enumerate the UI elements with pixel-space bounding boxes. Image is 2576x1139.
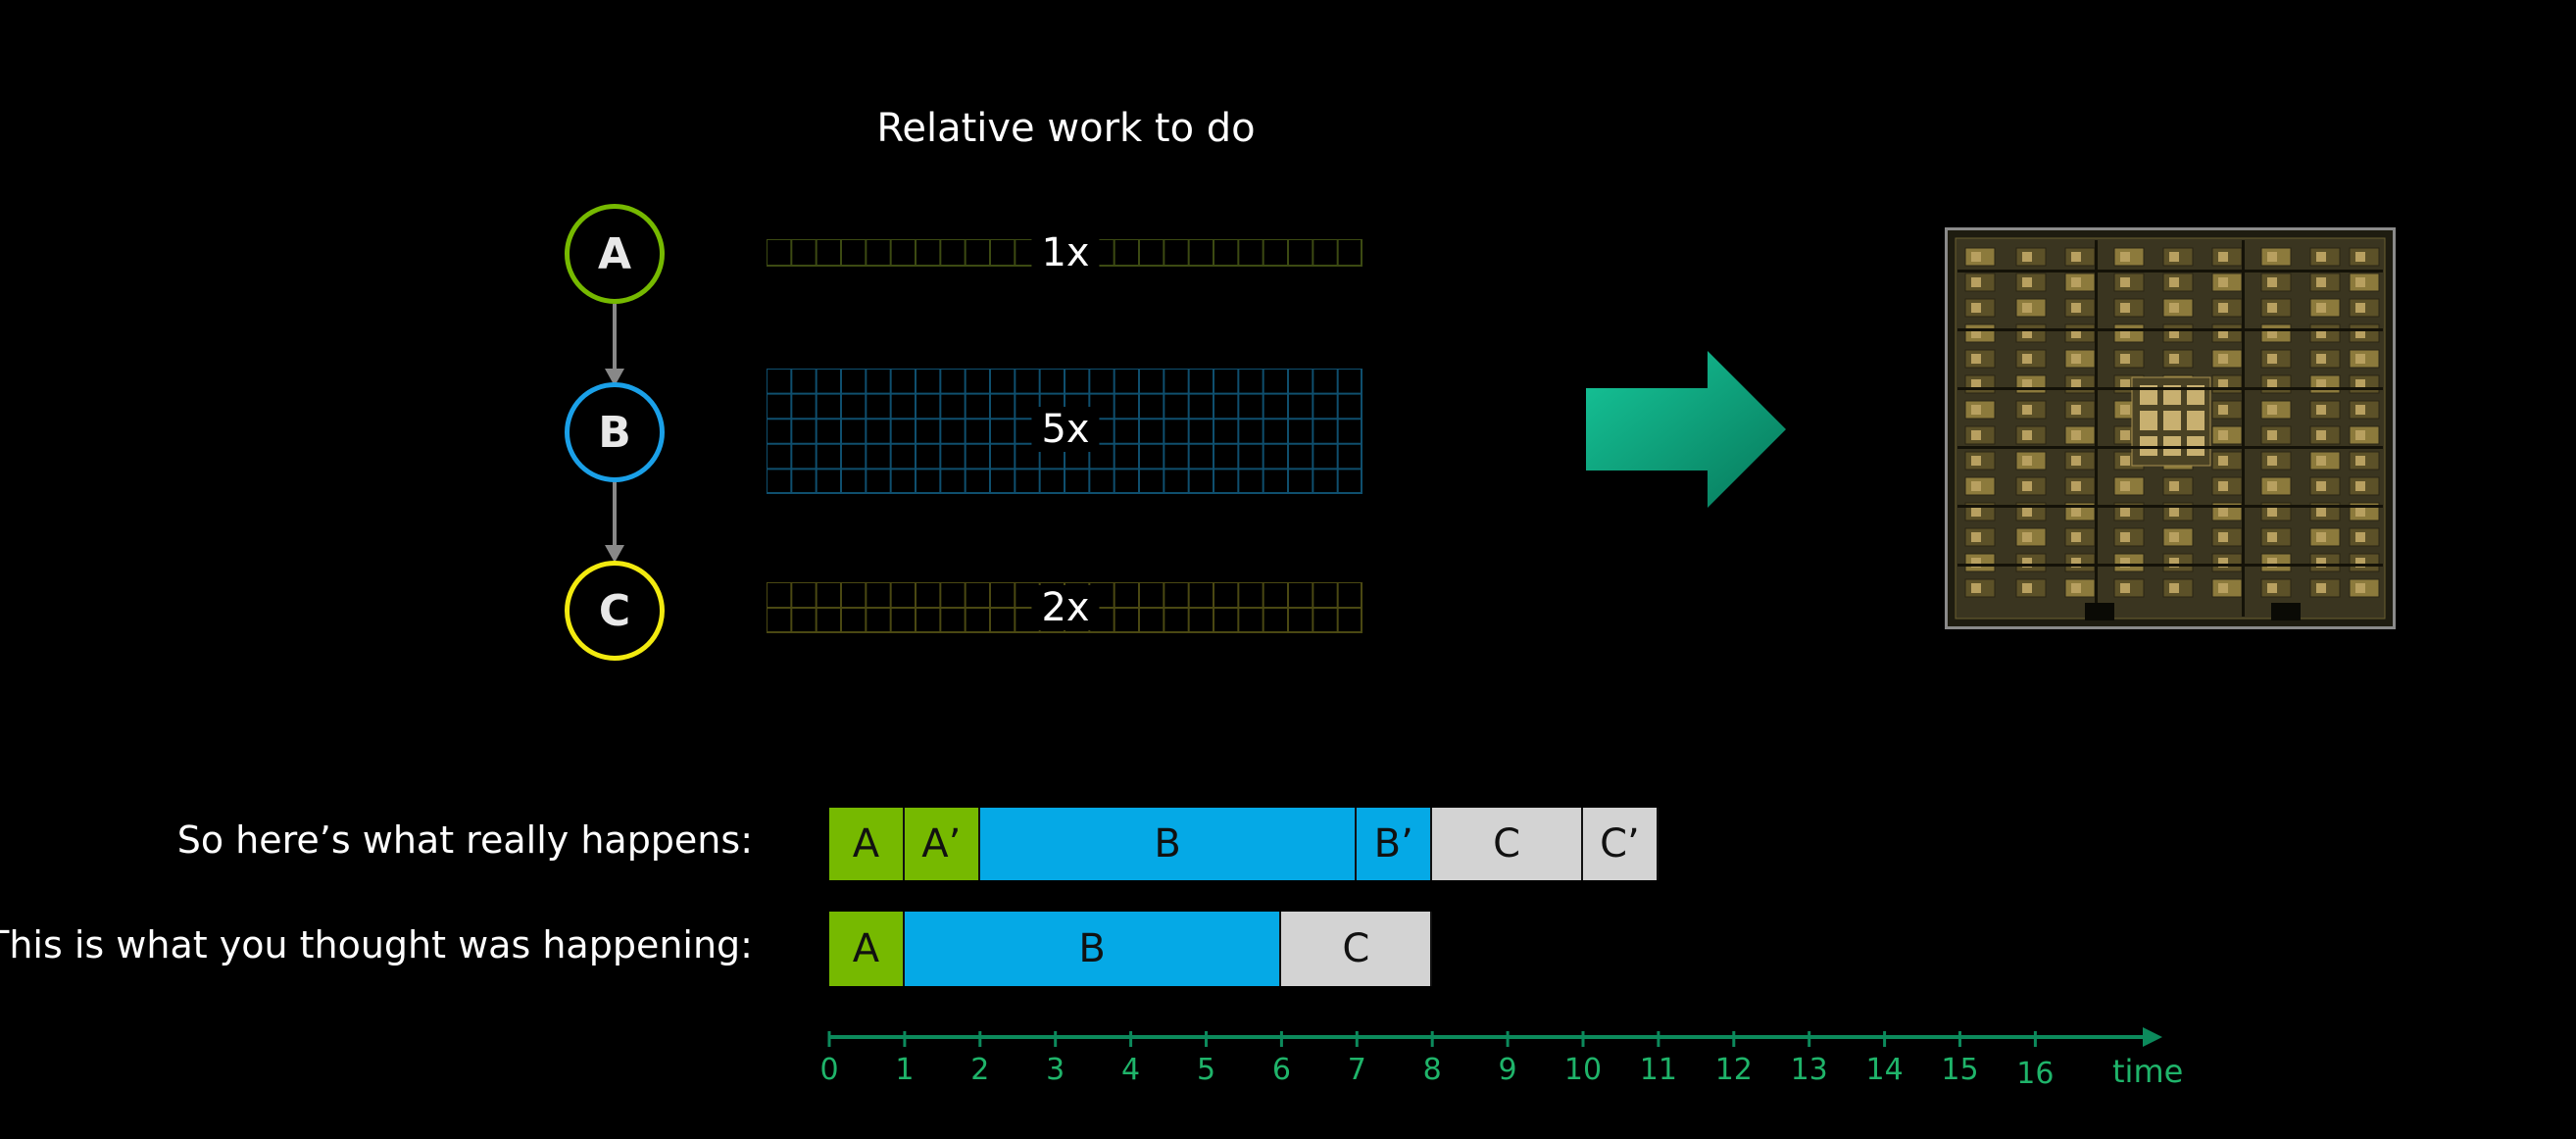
time-tick-label: 10 [1563, 1053, 1603, 1087]
time-tick-label: 12 [1714, 1053, 1753, 1087]
timeline-segment-expected-2: C [1281, 912, 1433, 986]
time-tick-label: 15 [1941, 1053, 1979, 1087]
work-bar-c-label: 2x [1031, 585, 1100, 630]
time-tick-label: 3 [1046, 1053, 1065, 1087]
time-axis-arrowhead [2143, 1027, 2162, 1047]
node-b-label: B [598, 407, 631, 458]
timeline-segment-actual-0: A [829, 808, 905, 880]
time-tick-label: 1 [895, 1053, 915, 1087]
time-tick-label: 4 [1121, 1053, 1141, 1087]
gpu-die-image [1945, 227, 2396, 629]
timeline-segment-actual-3: B’ [1357, 808, 1433, 880]
time-tick-label: 16 [2016, 1057, 2055, 1091]
node-a-label: A [597, 228, 632, 279]
time-tick-label: 2 [970, 1053, 990, 1087]
node-c: C [565, 561, 665, 661]
arrowhead-a-b [605, 369, 624, 386]
timeline-segment-actual-1: A’ [904, 808, 980, 880]
time-axis [827, 1027, 2162, 1047]
work-bar-a-label: 1x [1031, 230, 1100, 275]
node-c-label: C [598, 585, 631, 636]
time-tick-label: 6 [1271, 1053, 1291, 1087]
expected-timeline-label: This is what you thought was happening: [0, 923, 753, 966]
actual-timeline-label: So here’s what really happens: [176, 818, 753, 862]
node-b: B [565, 382, 665, 482]
time-tick-label: 8 [1422, 1053, 1442, 1087]
right-arrow-icon [1586, 351, 1786, 508]
time-tick-label: 9 [1498, 1053, 1517, 1087]
node-a: A [565, 204, 665, 304]
timeline-segment-actual-4: C [1432, 808, 1583, 880]
time-tick-label: 13 [1790, 1053, 1828, 1087]
dependency-edges [605, 304, 624, 563]
diagram-heading: Relative work to do [876, 106, 1256, 151]
time-tick-label: 14 [1865, 1053, 1904, 1087]
arrowhead-b-c [605, 545, 624, 563]
timeline-segment-expected-0: A [829, 912, 905, 986]
timeline-segment-actual-2: B [979, 808, 1358, 880]
timeline-segment-actual-5: C’ [1583, 808, 1659, 880]
time-tick-label: 7 [1347, 1053, 1366, 1087]
time-tick-label: 5 [1196, 1053, 1216, 1087]
time-tick-label: 11 [1639, 1053, 1677, 1087]
timeline-segment-expected-1: B [904, 912, 1282, 986]
work-bar-b-label: 5x [1031, 407, 1100, 452]
time-tick-label: 0 [819, 1053, 839, 1087]
time-axis-label: time [2112, 1053, 2184, 1090]
